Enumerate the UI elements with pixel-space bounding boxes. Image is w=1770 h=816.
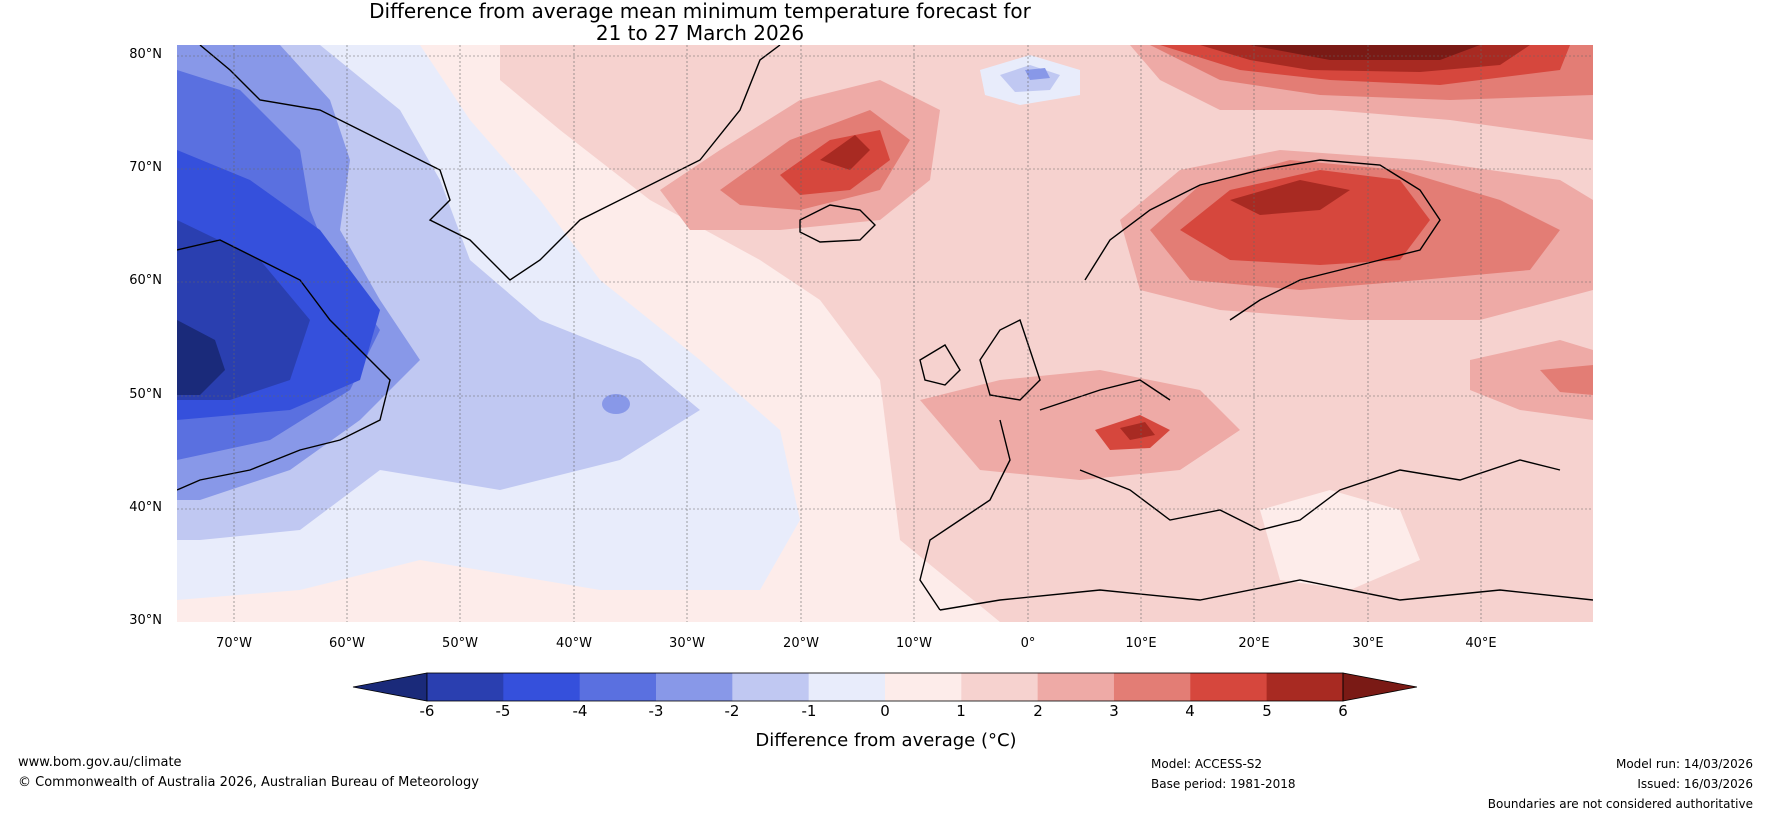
lon-label-0: 0° bbox=[1020, 636, 1036, 651]
colorbar-tick: -5 bbox=[495, 702, 511, 720]
colorbar-segment bbox=[427, 673, 504, 701]
colorbar-extend-high bbox=[1342, 672, 1418, 702]
colorbar-segment bbox=[884, 673, 962, 701]
lon-label-40e: 40°E bbox=[1465, 636, 1497, 651]
footer-model-run: Model run: 14/03/2026 bbox=[1615, 757, 1753, 771]
colorbar-tick: -3 bbox=[648, 702, 664, 720]
colorbar bbox=[352, 672, 1418, 702]
lat-label-50n: 50°N bbox=[129, 387, 162, 402]
lon-label-10e: 10°E bbox=[1125, 636, 1157, 651]
lat-label-40n: 40°N bbox=[129, 500, 162, 515]
colorbar-segment bbox=[808, 673, 886, 701]
gridlines bbox=[177, 45, 1593, 622]
colorbar-tick: 3 bbox=[1109, 702, 1119, 720]
colorbar-segment bbox=[655, 673, 733, 701]
footer-copyright: © Commonwealth of Australia 2026, Austra… bbox=[18, 775, 479, 790]
map-title-line1: Difference from average mean minimum tem… bbox=[369, 0, 1031, 23]
map-title-line2: 21 to 27 March 2026 bbox=[595, 21, 805, 45]
footer-issued: Issued: 16/03/2026 bbox=[1637, 777, 1753, 791]
colorbar-tick: 2 bbox=[1033, 702, 1043, 720]
colorbar-tick: 1 bbox=[956, 702, 966, 720]
lon-label-50w: 50°W bbox=[442, 636, 478, 651]
colorbar-segment bbox=[1113, 673, 1191, 701]
colorbar-segment bbox=[1190, 673, 1268, 701]
colorbar-tick: 0 bbox=[880, 702, 890, 720]
lat-label-60n: 60°N bbox=[129, 273, 162, 288]
lon-label-40w: 40°W bbox=[556, 636, 592, 651]
colorbar-tick: -1 bbox=[801, 702, 817, 720]
colorbar-segment bbox=[961, 673, 1039, 701]
colorbar-segment bbox=[503, 673, 581, 701]
footer-disclaimer: Boundaries are not considered authoritat… bbox=[1487, 797, 1753, 811]
colorbar-segment bbox=[1266, 673, 1344, 701]
colorbar-label: Difference from average (°C) bbox=[755, 730, 1017, 751]
colorbar-border bbox=[426, 672, 1344, 702]
lon-label-30w: 30°W bbox=[669, 636, 705, 651]
colorbar-segment bbox=[1037, 673, 1115, 701]
footer-model: Model: ACCESS-S2 bbox=[1151, 757, 1263, 771]
lon-label-10w: 10°W bbox=[896, 636, 932, 651]
lat-label-80n: 80°N bbox=[129, 47, 162, 62]
lon-label-60w: 60°W bbox=[329, 636, 365, 651]
colorbar-extend-low bbox=[352, 672, 428, 702]
colorbar-tick: 4 bbox=[1185, 702, 1195, 720]
colorbar-segment bbox=[732, 673, 810, 701]
colorbar-tick: 6 bbox=[1338, 702, 1348, 720]
footer-website: www.bom.gov.au/climate bbox=[18, 755, 182, 770]
colorbar-tick: -4 bbox=[572, 702, 588, 720]
colorbar-segment bbox=[579, 673, 657, 701]
colorbar-tick: 5 bbox=[1262, 702, 1272, 720]
lat-label-70n: 70°N bbox=[129, 160, 162, 175]
lon-label-20w: 20°W bbox=[783, 636, 819, 651]
footer-base-period: Base period: 1981-2018 bbox=[1151, 777, 1296, 791]
lon-label-30e: 30°E bbox=[1352, 636, 1384, 651]
colorbar-tick: -6 bbox=[419, 702, 435, 720]
lon-label-20e: 20°E bbox=[1238, 636, 1270, 651]
lat-label-30n: 30°N bbox=[129, 613, 162, 628]
colorbar-tick: -2 bbox=[724, 702, 740, 720]
anomaly-field bbox=[177, 45, 1593, 622]
lon-label-70w: 70°W bbox=[216, 636, 252, 651]
